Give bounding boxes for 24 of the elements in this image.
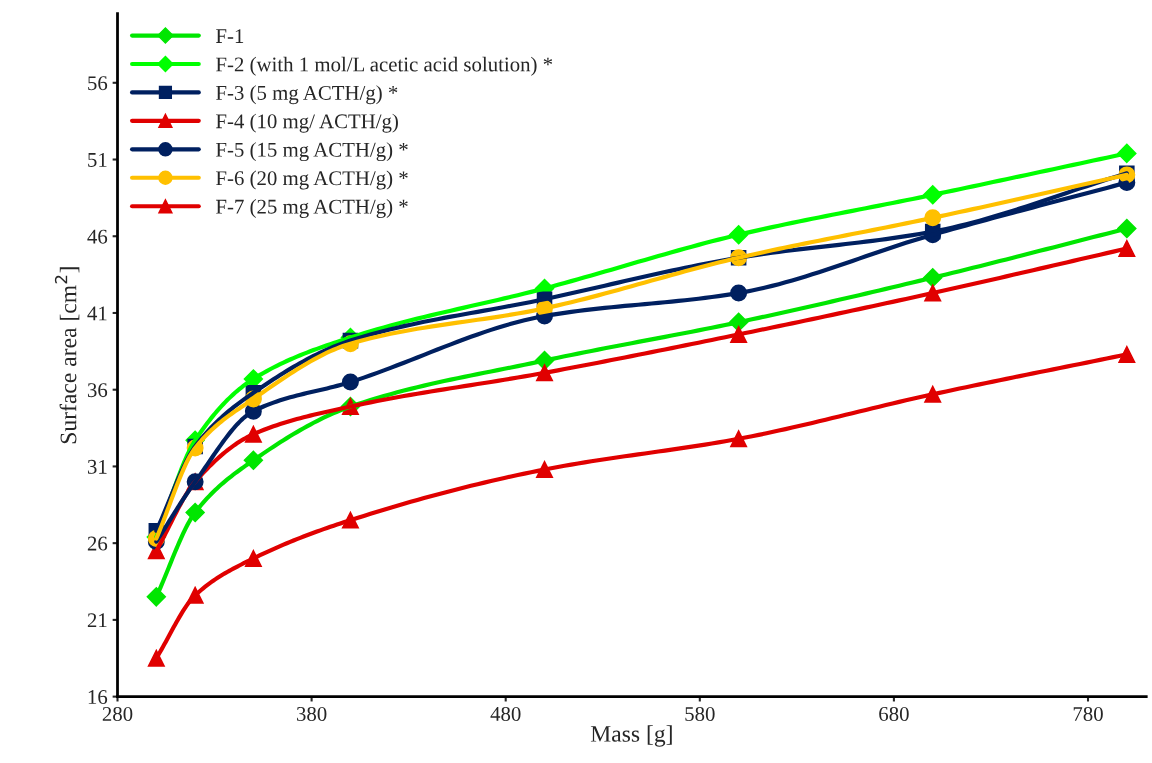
x-tick-label: 280 [102,706,133,721]
legend-label: F-5 (15 mg ACTH/g) * [216,142,408,162]
y-tick-label: 31 [87,459,107,474]
legend-label: F-7 (25 mg ACTH/g) * [216,199,408,218]
y-tick-label: 36 [87,383,108,398]
y-tick-label: 16 [88,690,108,705]
legend-label: F-6 (20 mg ACTH/g) * [216,170,408,190]
y-tick-label: 26 [87,536,108,551]
legend-label: F-1 [216,29,244,43]
x-axis-title: Mass [g] [590,725,672,747]
y-tick-label: 46 [87,229,108,244]
legend-label: F-4 (10 mg/ ACTH/g) [216,113,398,133]
legend-label: F-3 (5 mg ACTH/g) * [216,85,398,105]
y-axis-title: Surface area [cm$^{2}$] [54,267,80,444]
y-tick-label: 56 [88,76,108,91]
y-tick-label: 21 [87,613,107,628]
y-tick-label: 41 [87,306,107,321]
y-tick-label: 51 [88,152,107,167]
x-tick-label: 480 [490,706,521,721]
x-tick-label: 680 [879,706,909,721]
x-tick-label: 780 [1073,706,1103,721]
x-tick-label: 380 [296,706,327,721]
legend-label: F-2 (with 1 mol/L acetic acid solution) * [216,56,553,76]
x-tick-label: 580 [685,706,715,721]
